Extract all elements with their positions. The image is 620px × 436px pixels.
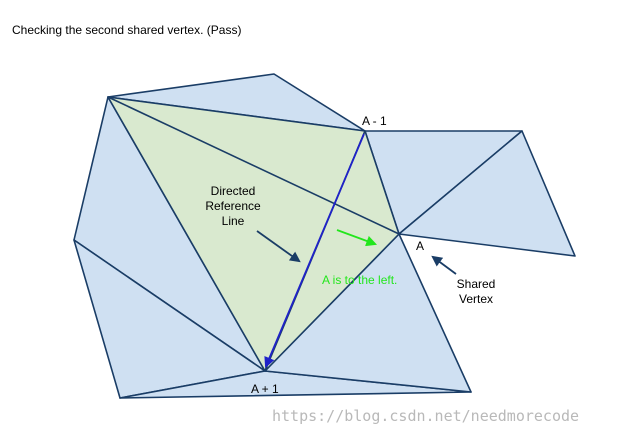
triangle-right-lower	[398, 130, 576, 257]
directed-label-line-1: Directed	[211, 184, 256, 198]
shared-vertex-label-line-2: Vertex	[459, 292, 493, 306]
diagram-title: Checking the second shared vertex. (Pass…	[12, 23, 241, 37]
shared-vertex-pointer-arrow	[431, 255, 457, 275]
green-direction-arrow	[336, 229, 378, 247]
directed-reference-line	[264, 133, 365, 368]
vertex-label-a-minus-1: A - 1	[362, 114, 387, 128]
watermark-text: https://blog.csdn.net/needmorecode	[272, 407, 579, 425]
shared-vertex-label-line-1: Shared	[457, 277, 496, 291]
directed-label-line-2: Reference	[205, 199, 261, 213]
directed-label-line-3: Line	[222, 214, 245, 228]
reference-pointer-arrow	[256, 230, 301, 263]
vertex-label-a-plus-1: A + 1	[251, 382, 279, 396]
left-side-result-label: A is to the left.	[322, 273, 397, 287]
vertex-label-a: A	[416, 239, 424, 253]
triangle-mesh	[73, 73, 576, 399]
edge-to-shared-vertex	[107, 96, 400, 235]
